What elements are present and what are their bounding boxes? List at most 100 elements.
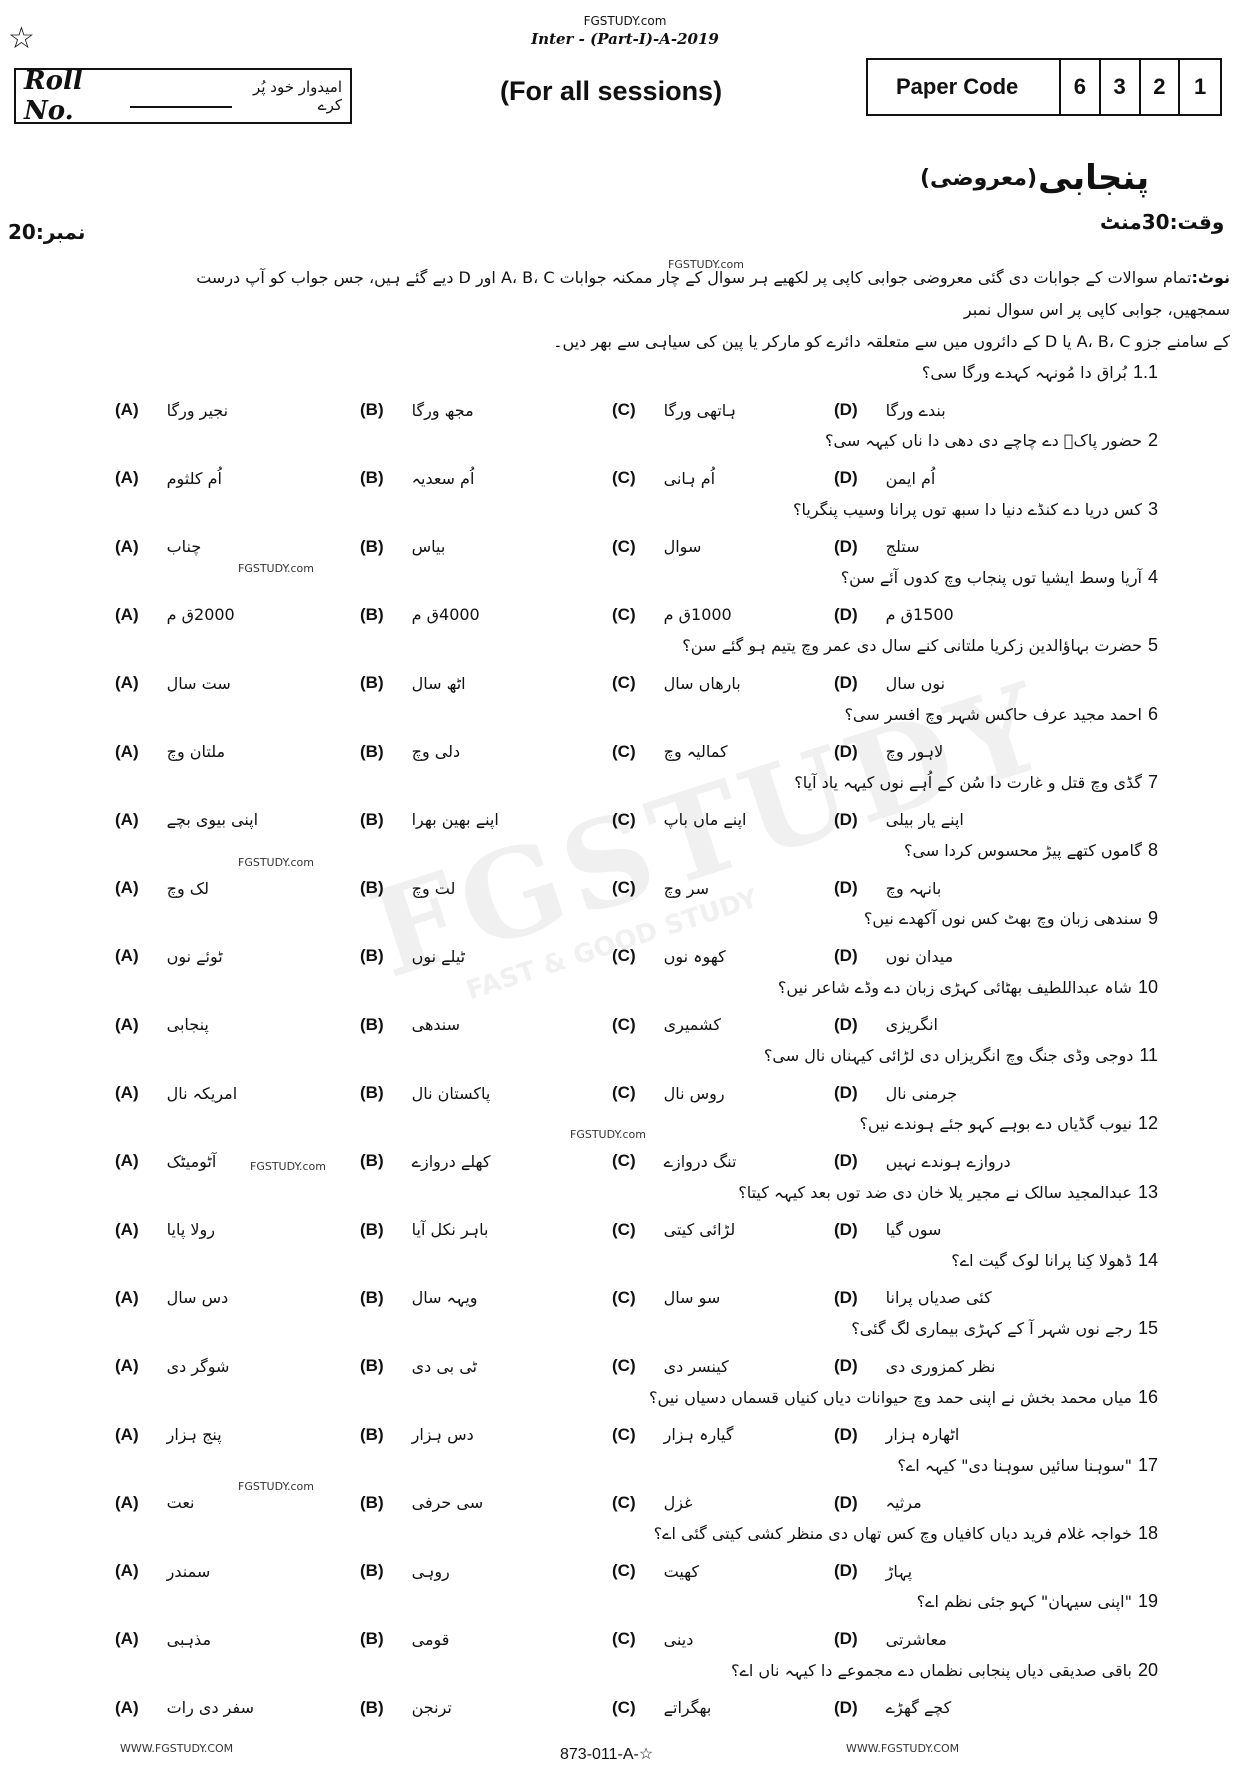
question-text: 16میاں محمد بخش نے اپنی حمد وچ حیوانات د… — [649, 1387, 1158, 1408]
option-c: (C) کینسر دی — [612, 1356, 729, 1376]
option-a: (A) سفر دی رات — [115, 1698, 254, 1718]
option-letter: (D) — [834, 536, 858, 556]
option-letter: (D) — [834, 741, 858, 761]
question-number: 4 — [1147, 566, 1158, 587]
paper-code-label: Paper Code — [868, 60, 1061, 114]
option-text: بندے ورگا — [885, 400, 946, 420]
question-text: 6احمد مجید عرف حاکس شہر وچ افسر سی؟ — [844, 704, 1158, 725]
option-d: (D) جرمنی نال — [834, 1083, 957, 1103]
option-d: (D) اپنے یار بیلی — [834, 810, 964, 830]
option-letter: (D) — [834, 1424, 858, 1444]
question-number: 18 — [1137, 1523, 1158, 1544]
option-c: (C) دینی — [612, 1629, 693, 1649]
option-letter: (C) — [612, 1287, 636, 1307]
option-text: نجیر ورگا — [166, 400, 229, 420]
option-text: سر وچ — [663, 878, 709, 898]
option-b: (B) لت وچ — [360, 878, 455, 898]
option-letter: (C) — [612, 741, 636, 761]
option-text: 1500ق م — [885, 605, 954, 625]
question-number: 17 — [1137, 1454, 1158, 1475]
option-text: انگریزی — [885, 1015, 938, 1035]
option-c: (C) سو سال — [612, 1288, 720, 1308]
option-letter: (D) — [834, 878, 858, 898]
option-text: نظر کمزوری دی — [885, 1356, 996, 1376]
paper-code-digit: 1 — [1194, 74, 1207, 99]
option-a: (A) نعت — [115, 1493, 195, 1513]
option-a: (A) پنج ہزار — [115, 1425, 222, 1445]
option-text: 1000ق م — [663, 605, 732, 625]
question-text: 2حضور پاکؐ دے چاچے دی دھی دا ناں کیہہ سی… — [825, 430, 1158, 451]
option-text: اپنی بیوی بچے — [166, 810, 259, 830]
option-letter: (B) — [360, 1219, 384, 1239]
roll-label: Roll No. — [24, 66, 83, 126]
option-b: (B) روہی — [360, 1561, 450, 1581]
option-letter: (A) — [115, 1629, 139, 1649]
option-letter: (B) — [360, 809, 384, 829]
option-text: ستلج — [885, 537, 920, 557]
option-letter: (B) — [360, 1287, 384, 1307]
option-text: باہر نکل آیا — [411, 1220, 489, 1240]
instructions-line-2: کے سامنے جزو A، B، C یا D کے دائروں میں … — [553, 332, 1230, 351]
question-label: باقی صدیقی دیاں پنجابی نظماں دے مجموعے د… — [731, 1660, 1132, 1680]
question-label: گڈی وچ قتل و غارت دا سُن کے اُہے نوں کیہ… — [794, 772, 1142, 792]
question-label: "اپنی سیہان" کہو جئی نظم اے؟ — [916, 1592, 1132, 1612]
question-text: 19"اپنی سیہان" کہو جئی نظم اے؟ — [917, 1591, 1158, 1612]
question-text: 15رجے نوں شہر آ کے کہڑی بیماری لگ گئی؟ — [851, 1318, 1158, 1339]
option-text: نعت — [166, 1493, 195, 1513]
option-text: کینسر دی — [663, 1356, 729, 1376]
option-letter: (A) — [115, 400, 139, 419]
option-letter: (D) — [834, 1492, 858, 1512]
paper-code-digit: 6 — [1061, 60, 1101, 114]
option-letter: (B) — [360, 604, 384, 624]
option-text: دس ہزار — [411, 1425, 474, 1444]
option-text: تنگ دروازے — [663, 1151, 737, 1171]
option-letter: (D) — [834, 1629, 858, 1649]
option-text: اپنے ماں باپ — [663, 810, 747, 830]
option-text: اپنے بھین بھرا — [411, 810, 499, 830]
question-label: کس دریا دے کنڈے دنیا دا سبھ توں پرانا وس… — [793, 499, 1142, 519]
question-text: 4آریا وسط ایشیا توں پنجاب وچ کدوں آئے سن… — [841, 567, 1158, 588]
option-letter: (C) — [612, 1083, 636, 1102]
question-number: 11 — [1139, 1045, 1158, 1065]
option-letter: (B) — [360, 468, 384, 488]
option-text: بیاس — [411, 537, 446, 557]
option-letter: (B) — [360, 1697, 384, 1717]
option-letter: (A) — [115, 946, 139, 966]
roll-number-field[interactable] — [129, 84, 232, 108]
option-text: روہی — [411, 1561, 450, 1581]
option-letter: (C) — [612, 1151, 636, 1171]
question-label: سندھی زبان وچ بھٹ کس نوں آکھدے نیں؟ — [863, 909, 1142, 929]
option-text: پنج ہزار — [166, 1425, 222, 1444]
option-c: (C) بھگراتے — [612, 1698, 711, 1718]
option-b: (B) سندھی — [360, 1015, 460, 1035]
option-text: دس سال — [166, 1288, 229, 1308]
option-text: بارھاں سال — [663, 673, 741, 693]
option-text: بھگراتے — [663, 1698, 712, 1718]
option-c: (C) روس نال — [612, 1083, 725, 1103]
question-label: نیوب گڈیاں دے بوہے کہو جئے ہوندے نیں؟ — [859, 1114, 1132, 1134]
option-b: (B) سی حرفی — [360, 1493, 483, 1513]
option-letter: (C) — [612, 536, 636, 556]
option-letter: (C) — [612, 1629, 636, 1649]
option-letter: (A) — [115, 1287, 139, 1307]
option-text: کچے گھڑے — [885, 1698, 952, 1718]
option-a: (A) اپنی بیوی بچے — [115, 810, 258, 830]
option-letter: (B) — [360, 673, 384, 693]
option-text: چناب — [166, 537, 202, 557]
option-c: (C) کشمیری — [612, 1015, 721, 1035]
option-letter: (B) — [360, 878, 384, 898]
option-text: کھوہ نوں — [663, 946, 726, 966]
option-a: (A) شوگر دی — [115, 1356, 229, 1376]
question-text: 8گاموں کتھے پیڑ محسوس کردا سی؟ — [904, 840, 1158, 861]
time-allowed: وقت:30منٹ — [1100, 210, 1225, 234]
option-letter: (A) — [115, 1561, 139, 1581]
subject-title: پنجابی — [1038, 158, 1150, 198]
question-number: 6 — [1147, 703, 1158, 724]
option-a: (A) 2000ق م — [115, 605, 235, 625]
roll-note: امیدوار خود پُر کرے — [253, 78, 342, 114]
option-letter: (B) — [360, 1424, 384, 1444]
site-watermark: FGSTUDY.com — [238, 856, 314, 869]
option-letter: (B) — [360, 536, 384, 556]
option-a: (A) اُم کلثوم — [115, 468, 222, 488]
option-letter: (C) — [612, 468, 636, 488]
